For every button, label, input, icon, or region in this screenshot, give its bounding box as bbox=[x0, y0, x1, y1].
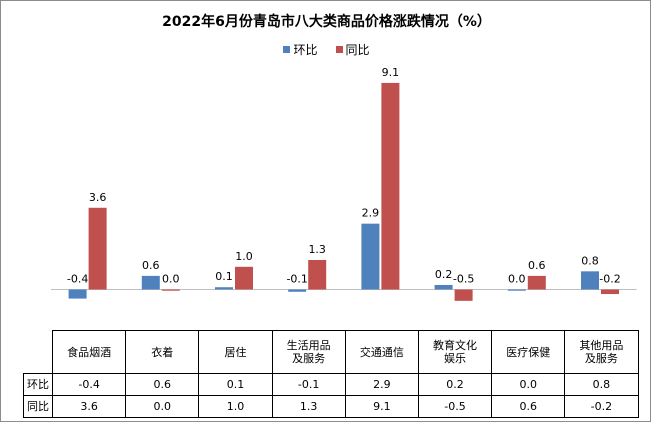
bar-yoy-6 bbox=[527, 275, 546, 290]
table-cell-yoy-4: 9.1 bbox=[344, 395, 419, 418]
data-label-mom-0: -0.4 bbox=[67, 273, 88, 286]
legend-label-yoy: 同比 bbox=[345, 43, 370, 57]
table-category-0: 食品烟酒 bbox=[51, 330, 127, 374]
table-cell-yoy-1: 0.0 bbox=[125, 395, 200, 418]
data-label-mom-4: 2.9 bbox=[362, 207, 380, 220]
table-cell-mom-2: 0.1 bbox=[198, 373, 273, 396]
bar-yoy-1 bbox=[161, 289, 180, 291]
table-category-line: 居住 bbox=[224, 345, 247, 359]
table-category-line: 娱乐 bbox=[444, 352, 467, 365]
table-cell-yoy-3: 1.3 bbox=[271, 395, 346, 418]
table-cell-yoy-2: 1.0 bbox=[198, 395, 273, 418]
table-header-row: 食品烟酒 衣着 居住 生活用品 及服务 交通通信 教育文化 娱乐 医疗保健 其他用品 及服务 bbox=[23, 330, 639, 374]
data-label-yoy-7: -0.2 bbox=[599, 273, 620, 286]
table-category-line: 教育文化 bbox=[433, 339, 478, 352]
data-table: 食品烟酒 衣着 居住 生活用品 及服务 交通通信 教育文化 娱乐 医疗保健 其他用品 及服务 环比 … bbox=[23, 330, 639, 418]
legend-label-mom: 环比 bbox=[293, 43, 318, 57]
table-cell-mom-3: -0.1 bbox=[271, 373, 346, 396]
table-row-mom: 环比 -0.4 0.6 0.1 -0.1 2.9 0.2 0.0 0.8 bbox=[23, 373, 639, 396]
bar-yoy-2 bbox=[235, 266, 253, 290]
bar-yoy-5 bbox=[454, 289, 473, 301]
bar-mom-6 bbox=[507, 289, 526, 291]
bar-mom-2 bbox=[215, 287, 233, 290]
table-category-line: 食品烟酒 bbox=[67, 345, 112, 359]
chart-title: 2022年6月份青岛市八大类商品价格涨跌情况（%） bbox=[162, 14, 491, 30]
data-label-mom-1: 0.6 bbox=[142, 259, 160, 272]
table-cell-mom-5: 0.2 bbox=[417, 373, 493, 396]
data-label-yoy-1: 0.0 bbox=[162, 273, 180, 286]
data-label-mom-2: 0.1 bbox=[215, 270, 233, 283]
legend-item-yoy: 同比 bbox=[335, 41, 370, 58]
legend-swatch-mom bbox=[283, 46, 291, 53]
table-cell-mom-6: 0.0 bbox=[491, 373, 566, 396]
table-category-line: 医疗保健 bbox=[506, 345, 551, 359]
table-category-line: 交通通信 bbox=[359, 345, 404, 359]
legend-swatch-yoy bbox=[335, 46, 343, 53]
table-row-yoy: 同比 3.6 0.0 1.0 1.3 9.1 -0.5 0.6 -0.2 bbox=[23, 395, 639, 418]
data-label-yoy-2: 1.0 bbox=[235, 250, 253, 263]
table-category-line: 生活用品 bbox=[286, 339, 331, 352]
table-cell-mom-1: 0.6 bbox=[125, 373, 200, 396]
table-category-3: 生活用品 及服务 bbox=[271, 330, 346, 374]
table-category-line: 及服务 bbox=[292, 352, 326, 365]
table-cell-yoy-6: 0.6 bbox=[491, 395, 566, 418]
table-category-5: 教育文化 娱乐 bbox=[417, 330, 493, 374]
table-category-line: 及服务 bbox=[584, 352, 618, 365]
bar-mom-4 bbox=[361, 223, 380, 290]
table-corner bbox=[23, 330, 53, 374]
table-cell-mom-7: 0.8 bbox=[564, 373, 639, 396]
table-category-line: 衣着 bbox=[151, 345, 174, 359]
data-label-mom-5: 0.2 bbox=[435, 268, 453, 281]
bar-mom-0 bbox=[68, 289, 87, 299]
bar-yoy-3 bbox=[308, 259, 327, 290]
table-cell-yoy-7: -0.2 bbox=[564, 395, 639, 418]
table-cell-mom-0: -0.4 bbox=[51, 373, 127, 396]
data-label-yoy-0: 3.6 bbox=[89, 191, 107, 204]
bar-mom-3 bbox=[288, 289, 307, 292]
data-label-yoy-5: -0.5 bbox=[453, 273, 474, 286]
table-cell-yoy-0: 3.6 bbox=[51, 395, 127, 418]
table-cell-yoy-5: -0.5 bbox=[417, 395, 493, 418]
data-label-yoy-3: 1.3 bbox=[308, 243, 326, 256]
bar-yoy-0 bbox=[88, 207, 107, 290]
table-category-7: 其他用品 及服务 bbox=[564, 330, 639, 374]
data-label-mom-3: -0.1 bbox=[286, 273, 307, 286]
bar-mom-1 bbox=[141, 275, 160, 290]
table-category-2: 居住 bbox=[198, 330, 273, 374]
data-label-mom-6: 0.0 bbox=[508, 273, 526, 286]
data-label-yoy-4: 9.1 bbox=[382, 66, 400, 79]
bar-mom-7 bbox=[581, 271, 599, 290]
table-cell-mom-4: 2.9 bbox=[344, 373, 419, 396]
table-category-1: 衣着 bbox=[125, 330, 200, 374]
bar-mom-5 bbox=[434, 284, 453, 290]
table-row-header-yoy: 同比 bbox=[23, 395, 53, 418]
table-category-line: 其他用品 bbox=[579, 339, 624, 352]
legend-item-mom: 环比 bbox=[283, 41, 318, 58]
legend: 环比 同比 bbox=[1, 41, 650, 58]
bar-yoy-4 bbox=[381, 82, 400, 290]
data-label-mom-7: 0.8 bbox=[581, 254, 599, 267]
table-category-6: 医疗保健 bbox=[491, 330, 566, 374]
bar-yoy-7 bbox=[601, 289, 619, 295]
data-label-yoy-6: 0.6 bbox=[528, 259, 546, 272]
table-row-header-mom: 环比 bbox=[23, 373, 53, 396]
table-category-4: 交通通信 bbox=[344, 330, 419, 374]
